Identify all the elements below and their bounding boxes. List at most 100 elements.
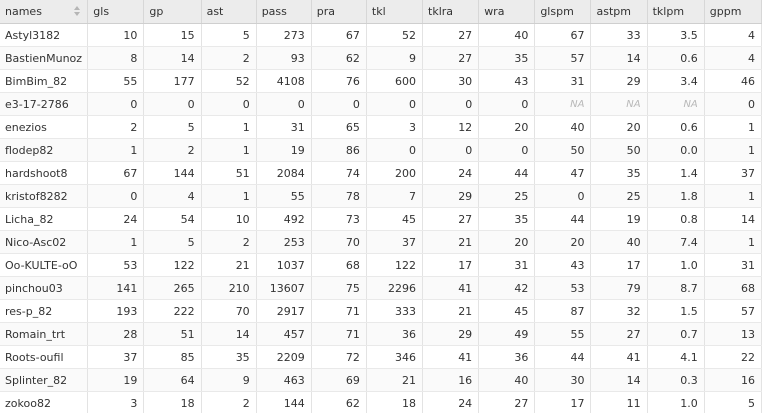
horizontal-scroll-area[interactable] [0,413,764,416]
cell-tklpm: 1.4 [647,161,705,185]
cell-gppm: 31 [704,253,763,277]
cell-astpm: 79 [590,276,648,300]
cell-glspm: 53 [534,276,592,300]
cell-pra: 62 [311,46,367,70]
cell-wra: 25 [478,184,536,208]
cell-tkl: 3 [366,115,424,139]
cell-gppm: 57 [704,299,763,323]
cell-glspm: NA [534,92,592,116]
cell-wra: 36 [478,345,536,369]
column-header-gp[interactable]: gp [143,0,202,24]
column-header-pass[interactable]: pass [256,0,312,24]
cell-pass: 19 [256,138,312,162]
cell-pra: 72 [311,345,367,369]
table-row: Astyl3182 10 15 5 273 67 52 27 40 67 33 3.5 4 [0,23,763,47]
cell-wra: 20 [478,115,536,139]
cell-gp: 222 [143,299,202,323]
cell-gppm: 37 [704,161,763,185]
cell-wra: 27 [478,391,536,415]
cell-gp: 64 [143,368,202,392]
cell-astpm: 25 [590,184,648,208]
column-header-pra[interactable]: pra [311,0,367,24]
column-header-tklpm[interactable]: tklpm [647,0,705,24]
column-header-tklra[interactable]: tklra [422,0,480,24]
cell-tkl: 9 [366,46,424,70]
column-header-names[interactable]: names [0,0,89,24]
cell-ast: 21 [201,253,257,277]
cell-gp: 51 [143,322,202,346]
column-header-wra[interactable]: wra [478,0,536,24]
cell-gppm: 46 [704,69,763,93]
cell-pass: 2209 [256,345,312,369]
cell-pra: 71 [311,322,367,346]
cell-gls: 55 [87,69,145,93]
cell-ast: 2 [201,230,257,254]
player-name-cell: Astyl3182 [0,23,89,47]
cell-gp: 54 [143,207,202,231]
cell-glspm: 67 [534,23,592,47]
table-row: flodep82 1 2 1 19 86 0 0 0 50 50 0.0 1 [0,138,763,162]
column-header-gls[interactable]: gls [87,0,145,24]
cell-astpm: 50 [590,138,648,162]
cell-glspm: 50 [534,138,592,162]
cell-tkl: 0 [366,92,424,116]
sort-arrows-icon[interactable] [74,6,80,16]
cell-gls: 1 [87,230,145,254]
cell-tklra: 27 [422,23,480,47]
cell-gppm: 1 [704,230,763,254]
cell-gppm: 68 [704,276,763,300]
cell-glspm: 31 [534,69,592,93]
column-header-ast[interactable]: ast [201,0,257,24]
table-row: BimBim_82 55 177 52 4108 76 600 30 43 31 29 3.4 46 [0,69,763,93]
cell-tklra: 29 [422,322,480,346]
cell-tklpm: 0.8 [647,207,705,231]
cell-pass: 144 [256,391,312,415]
cell-tklpm: 7.4 [647,230,705,254]
table-row: Licha_82 24 54 10 492 73 45 27 35 44 19 0.8 14 [0,207,763,231]
cell-tklpm: 0.7 [647,322,705,346]
cell-wra: 0 [478,138,536,162]
cell-pass: 463 [256,368,312,392]
cell-wra: 43 [478,69,536,93]
cell-tklpm: 1.8 [647,184,705,208]
column-header-gppm[interactable]: gppm [704,0,763,24]
table-row: zokoo82 3 18 2 144 62 18 24 27 17 11 1.0 5 [0,391,763,415]
cell-ast: 52 [201,69,257,93]
cell-pra: 73 [311,207,367,231]
cell-pass: 4108 [256,69,312,93]
cell-tklra: 0 [422,138,480,162]
cell-gls: 141 [87,276,145,300]
cell-pra: 68 [311,253,367,277]
column-header-tkl[interactable]: tkl [366,0,424,24]
table-body: Astyl3182 10 15 5 273 67 52 27 40 67 33 3.5 4 Bastien… [0,23,763,415]
cell-tklra: 30 [422,69,480,93]
cell-wra: 35 [478,207,536,231]
cell-tkl: 200 [366,161,424,185]
player-name-cell: res-p_82 [0,299,89,323]
cell-pra: 76 [311,69,367,93]
player-name-cell: enezios [0,115,89,139]
cell-glspm: 0 [534,184,592,208]
player-name-cell: Licha_82 [0,207,89,231]
cell-gppm: 4 [704,46,763,70]
column-header-astpm[interactable]: astpm [590,0,648,24]
cell-glspm: 17 [534,391,592,415]
cell-tklra: 16 [422,368,480,392]
cell-astpm: 29 [590,69,648,93]
cell-gls: 53 [87,253,145,277]
cell-tkl: 122 [366,253,424,277]
player-name-cell: BastienMunoz [0,46,89,70]
cell-glspm: 47 [534,161,592,185]
column-header-glspm[interactable]: glspm [534,0,592,24]
cell-wra: 49 [478,322,536,346]
cell-pass: 273 [256,23,312,47]
cell-tkl: 45 [366,207,424,231]
cell-gppm: 22 [704,345,763,369]
cell-astpm: 40 [590,230,648,254]
player-name-cell: Splinter_82 [0,368,89,392]
cell-pass: 253 [256,230,312,254]
cell-tklra: 24 [422,391,480,415]
cell-tklra: 21 [422,230,480,254]
cell-gp: 122 [143,253,202,277]
cell-pra: 86 [311,138,367,162]
